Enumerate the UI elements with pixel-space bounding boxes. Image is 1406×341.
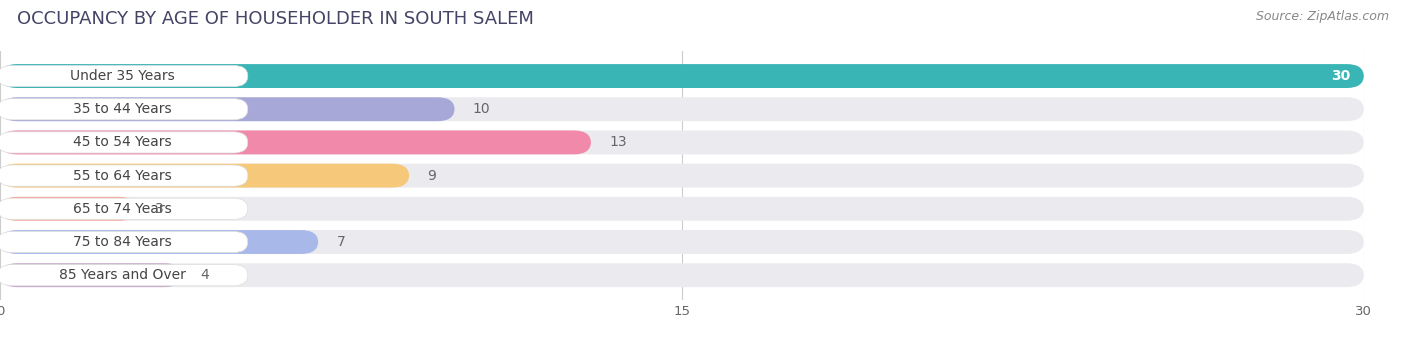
Text: Source: ZipAtlas.com: Source: ZipAtlas.com bbox=[1256, 10, 1389, 23]
FancyBboxPatch shape bbox=[0, 232, 247, 253]
Text: 55 to 64 Years: 55 to 64 Years bbox=[73, 168, 172, 183]
FancyBboxPatch shape bbox=[0, 230, 318, 254]
FancyBboxPatch shape bbox=[0, 164, 409, 188]
FancyBboxPatch shape bbox=[0, 97, 1364, 121]
FancyBboxPatch shape bbox=[0, 65, 247, 87]
FancyBboxPatch shape bbox=[0, 198, 247, 219]
Text: 10: 10 bbox=[472, 102, 491, 116]
Text: 45 to 54 Years: 45 to 54 Years bbox=[73, 135, 172, 149]
FancyBboxPatch shape bbox=[0, 265, 247, 286]
FancyBboxPatch shape bbox=[0, 132, 247, 153]
Text: 75 to 84 Years: 75 to 84 Years bbox=[73, 235, 172, 249]
Text: 3: 3 bbox=[155, 202, 163, 216]
FancyBboxPatch shape bbox=[0, 131, 1364, 154]
FancyBboxPatch shape bbox=[0, 197, 1364, 221]
FancyBboxPatch shape bbox=[0, 64, 1364, 88]
FancyBboxPatch shape bbox=[0, 131, 591, 154]
Text: 30: 30 bbox=[1331, 69, 1350, 83]
FancyBboxPatch shape bbox=[0, 64, 1364, 88]
Text: Under 35 Years: Under 35 Years bbox=[70, 69, 176, 83]
Text: 9: 9 bbox=[427, 168, 436, 183]
Text: 35 to 44 Years: 35 to 44 Years bbox=[73, 102, 172, 116]
FancyBboxPatch shape bbox=[0, 263, 1364, 287]
FancyBboxPatch shape bbox=[0, 197, 136, 221]
Text: 85 Years and Over: 85 Years and Over bbox=[59, 268, 186, 282]
FancyBboxPatch shape bbox=[0, 164, 1364, 188]
Text: OCCUPANCY BY AGE OF HOUSEHOLDER IN SOUTH SALEM: OCCUPANCY BY AGE OF HOUSEHOLDER IN SOUTH… bbox=[17, 10, 534, 28]
Text: 4: 4 bbox=[200, 268, 208, 282]
FancyBboxPatch shape bbox=[0, 165, 247, 186]
FancyBboxPatch shape bbox=[0, 97, 454, 121]
Text: 13: 13 bbox=[609, 135, 627, 149]
Text: 7: 7 bbox=[336, 235, 344, 249]
FancyBboxPatch shape bbox=[0, 230, 1364, 254]
Text: 65 to 74 Years: 65 to 74 Years bbox=[73, 202, 172, 216]
FancyBboxPatch shape bbox=[0, 263, 181, 287]
FancyBboxPatch shape bbox=[0, 99, 247, 120]
